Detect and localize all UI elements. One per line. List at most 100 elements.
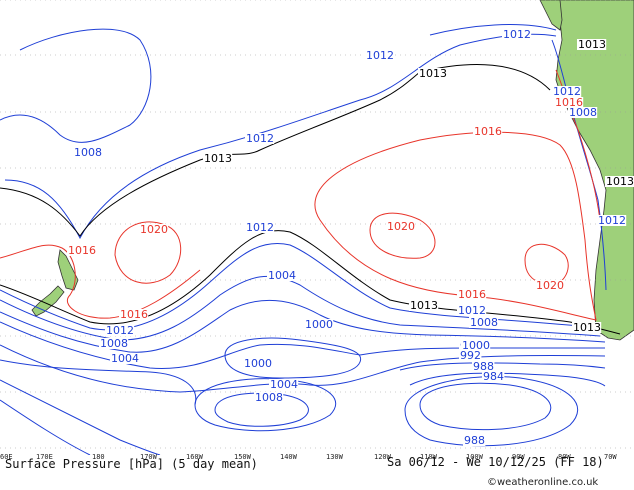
isobar-label: 1008: [100, 337, 128, 350]
longitude-tick-label: 110W: [420, 453, 438, 461]
isobar-label-background: [461, 340, 491, 351]
isobar-label: 1008: [470, 316, 498, 329]
longitude-tick-label: 140W: [280, 453, 298, 461]
isobar-label-background: [535, 280, 565, 291]
isobar-label-background: [418, 68, 448, 79]
new-zealand-north-island: [57, 249, 79, 291]
isobar-label-background: [67, 245, 97, 256]
longitude-tick-label: 70W: [604, 453, 617, 461]
isobar-label-background: [457, 289, 487, 300]
isobar-label: 1008: [74, 146, 102, 159]
isobar-label-background: [304, 319, 334, 330]
isobar-label-background: [463, 435, 486, 446]
isobar-1012-northeast: [429, 24, 557, 36]
isobar-label: 1013: [573, 321, 601, 334]
date-range: Sa 06/12 - We 10/12/25 (FF 18): [387, 455, 604, 469]
land-masses: [31, 0, 634, 341]
isobar-label: 1000: [462, 339, 490, 352]
isobar-label-background: [597, 215, 627, 226]
isobar-label-background: [459, 350, 482, 361]
isobar-1012-south: [0, 243, 601, 331]
longitude-tick-label: 170E: [36, 453, 53, 461]
south-america-land: [555, 0, 634, 341]
credit-link[interactable]: ©weatheronline.co.uk: [487, 477, 598, 488]
isobar-label-background: [267, 270, 297, 281]
isobar-1020-east-high: [369, 212, 436, 259]
isobar-label: 1013: [204, 152, 232, 165]
isobar-label-background: [386, 221, 416, 232]
central-america-land: [539, 0, 563, 31]
isobar-label: 992: [460, 349, 481, 362]
isobar-label: 1012: [598, 214, 626, 227]
isobar-label: 1004: [268, 269, 296, 282]
isobar-1016-red: [0, 244, 201, 319]
isobar-label-background: [502, 29, 532, 40]
isobar-label: 1012: [503, 28, 531, 41]
isobar-label-background: [472, 361, 495, 372]
longitude-tick-label: 130W: [326, 453, 344, 461]
isobar-label-background: [572, 322, 602, 333]
isobar-label: 1012: [553, 85, 581, 98]
isobar-label: 988: [473, 360, 494, 373]
isobar-chile-coast-1012: [551, 39, 607, 291]
isobar-988-low-ring: [404, 376, 579, 447]
isobar-1020-west-high: [114, 221, 182, 284]
isobar-label: 1013: [606, 175, 634, 188]
longitude-tick-label: 100W: [466, 453, 484, 461]
isobar-label: 1016: [68, 244, 96, 257]
longitude-tick-label: 170W: [140, 453, 158, 461]
isobar-label: 1016: [458, 288, 486, 301]
isobar-label-background: [482, 371, 505, 382]
isobar-south-edge-2: [0, 399, 91, 456]
isobar-label: 1012: [366, 49, 394, 62]
ocean-background: [0, 0, 634, 455]
longitude-tick-label: 180: [92, 453, 105, 461]
isobar-label-background: [99, 338, 129, 349]
longitude-tick-label: 150W: [234, 453, 252, 461]
isobar-label: 1020: [387, 220, 415, 233]
isobar-label-background: [605, 176, 634, 187]
isobar-label: 1008: [255, 391, 283, 404]
isobar-label: 1013: [578, 38, 606, 51]
longitude-tick-label: 160W: [186, 453, 204, 461]
isobar-label-background: [110, 353, 140, 364]
isobar-label-background: [365, 50, 395, 61]
isobar-1008-northwest: [0, 28, 152, 143]
isobar-label-background: [269, 379, 299, 390]
isobar-label: 1012: [106, 324, 134, 337]
isobar-label: 1012: [246, 132, 274, 145]
isobar-label-background: [245, 222, 275, 233]
isobar-label: 1020: [536, 279, 564, 292]
footer-bar: [0, 455, 634, 490]
map-title: Surface Pressure [hPa] (5 day mean): [5, 457, 258, 471]
longitude-tick-label: 60E: [0, 453, 13, 461]
isobar-south-edge: [0, 379, 161, 456]
isobar-label-background: [457, 305, 487, 316]
isobar-label-background: [105, 325, 135, 336]
isobar-label-background: [552, 86, 582, 97]
isobar-984-low-ring: [419, 382, 552, 431]
isobar-label: 1020: [140, 223, 168, 236]
isobar-label: 1016: [555, 96, 583, 109]
isobar-1004-low-ring: [194, 378, 337, 432]
isobar-label-background: [245, 133, 275, 144]
isobar-label: 1008: [569, 106, 597, 119]
longitude-tick-labels: 60E 170E 180 170W 160W 150W 140W 130W 120W 110W 10…: [0, 453, 617, 461]
isobar-996-south: [0, 344, 606, 393]
isobar-label: 1013: [410, 299, 438, 312]
isobar-label: 1016: [474, 125, 502, 138]
longitude-tick-label: 90W: [512, 453, 525, 461]
isobar-label: 1000: [244, 357, 272, 370]
isobar-label-background: [469, 317, 499, 328]
isobar-label-background: [203, 153, 233, 164]
isobar-1013-south: [0, 230, 621, 335]
isobar-label: 984: [483, 370, 504, 383]
isobar-label: 1004: [111, 352, 139, 365]
isobar-label-background: [473, 126, 503, 137]
isobar-label-background: [73, 147, 103, 158]
isobar-label: 1016: [120, 308, 148, 321]
longitude-tick-label: 80W: [558, 453, 571, 461]
isobar-1008-low-ring: [214, 392, 309, 427]
isobar-1000-southwest: [0, 359, 197, 406]
